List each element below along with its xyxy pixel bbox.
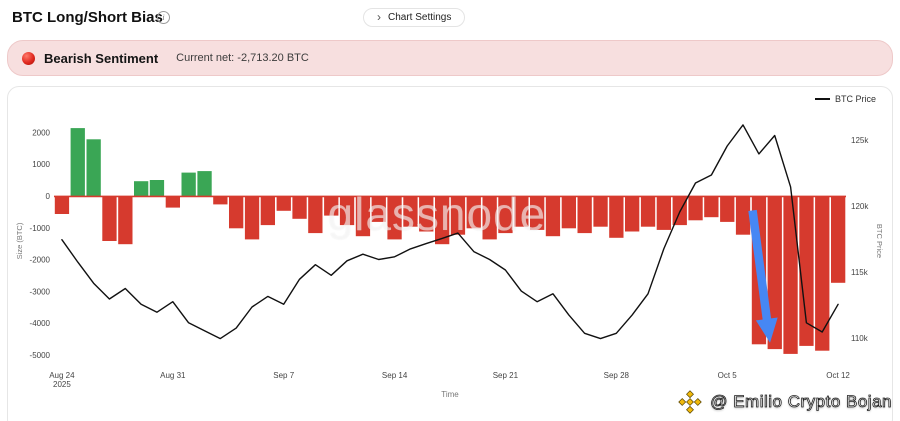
svg-text:-1000: -1000 — [30, 224, 51, 233]
svg-text:-3000: -3000 — [30, 287, 51, 296]
x-axis-title: Time — [441, 390, 459, 399]
svg-text:1000: 1000 — [32, 160, 50, 169]
svg-text:125k: 125k — [851, 136, 869, 145]
x-axis-ticks: Aug 24 2025 Aug 31 Sep 7 Sep 14 Sep 21 Sep 28 O… — [49, 371, 850, 389]
binance-logo-icon — [678, 390, 702, 414]
svg-text:Aug 31: Aug 31 — [160, 371, 186, 380]
left-axis-title: Size (BTC) — [15, 222, 24, 259]
svg-text:0: 0 — [46, 192, 51, 201]
svg-text:Sep 21: Sep 21 — [493, 371, 519, 380]
right-axis-title: BTC Price — [875, 224, 884, 258]
price-line — [61, 124, 839, 340]
right-axis-ticks: 125k 120k 115k 110k — [851, 136, 869, 343]
bars-layer — [54, 128, 846, 354]
chevron-right-icon: › — [377, 10, 381, 24]
svg-text:120k: 120k — [851, 202, 869, 211]
credit: @ Emilio Crypto Bojan — [677, 389, 892, 415]
page-title: BTC Long/Short Bias — [12, 9, 163, 26]
svg-text:-5000: -5000 — [30, 351, 51, 360]
legend: BTC Price — [814, 94, 876, 104]
info-icon[interactable]: i — [157, 11, 170, 24]
chart-card: BTC Price 2000 1000 0 -1000 -2000 -3000 -4000 -… — [7, 86, 893, 421]
current-net-value: Current net: -2,713.20 BTC — [176, 52, 309, 64]
btc-price-line-swatch-icon — [814, 98, 830, 100]
svg-text:110k: 110k — [851, 334, 869, 343]
credit-text: @ Emilio Crypto Bojan — [710, 392, 892, 412]
svg-text:Oct 5: Oct 5 — [718, 371, 738, 380]
svg-text:-2000: -2000 — [30, 256, 51, 265]
svg-text:Sep 7: Sep 7 — [273, 371, 294, 380]
bearish-indicator-icon — [22, 51, 35, 65]
left-axis-ticks: 2000 1000 0 -1000 -2000 -3000 -4000 -5000 — [30, 128, 51, 360]
svg-text:115k: 115k — [851, 268, 869, 277]
chart-settings-button[interactable]: › Chart Settings — [363, 8, 466, 27]
svg-text:Sep 28: Sep 28 — [604, 371, 630, 380]
svg-text:2000: 2000 — [32, 128, 50, 137]
bias-chart[interactable]: 200010000-1000-2000-3000-4000-5000125k12… — [12, 109, 884, 401]
annotation-arrow — [748, 209, 778, 343]
chart-settings-label: Chart Settings — [388, 12, 452, 23]
svg-text:-4000: -4000 — [30, 319, 51, 328]
svg-text:Oct 12: Oct 12 — [826, 371, 850, 380]
sentiment-banner: Bearish Sentiment Current net: -2,713.20… — [7, 40, 893, 76]
legend-label: BTC Price — [834, 94, 876, 104]
header: BTC Long/Short Bias i › Chart Settings — [0, 0, 900, 34]
sentiment-title: Bearish Sentiment — [44, 50, 159, 66]
svg-text:Sep 14: Sep 14 — [382, 371, 408, 380]
